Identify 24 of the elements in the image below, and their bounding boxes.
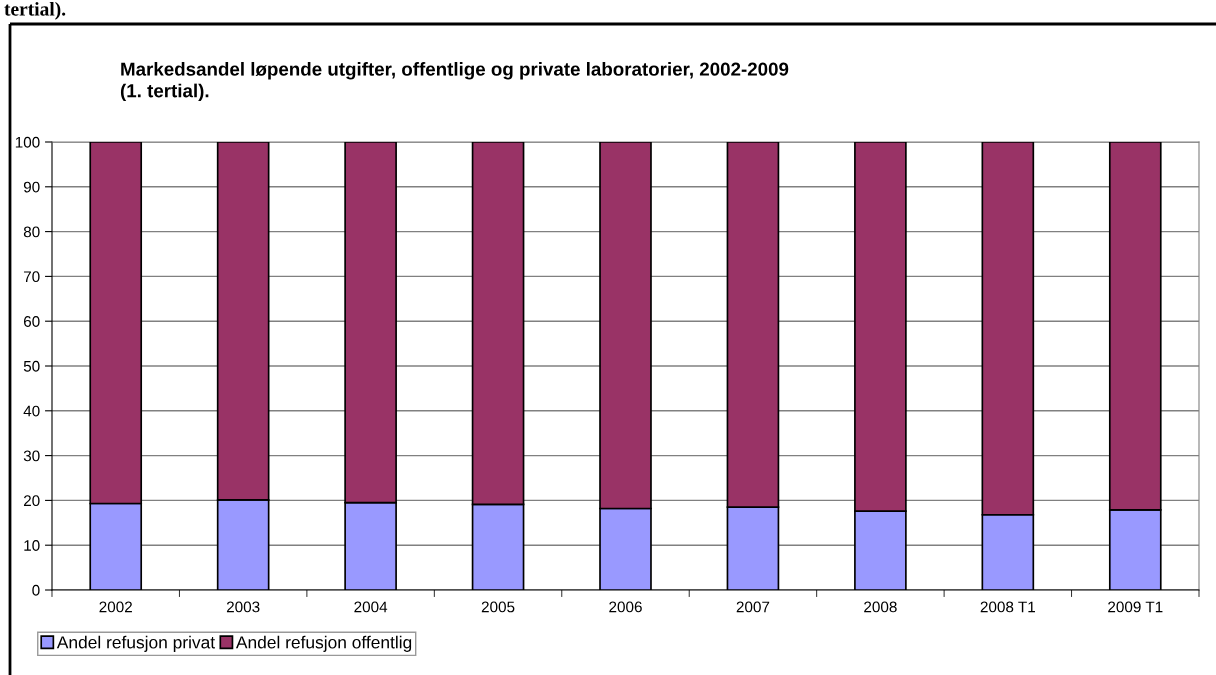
y-tick-label: 20	[23, 495, 40, 507]
y-tick-label: 90	[23, 181, 40, 193]
text: tertial).	[4, 2, 66, 20]
y-tick-label: 80	[23, 226, 40, 238]
x-tick-label: 2004	[354, 601, 388, 613]
y-tick-label: 60	[23, 316, 40, 327]
x-tick-label: 2008	[864, 601, 897, 613]
y-tick-label: 0	[32, 584, 40, 596]
y-tick-label: 50	[23, 360, 40, 372]
y-tick-label: 30	[23, 450, 40, 462]
y-tick-label: 40	[23, 405, 40, 417]
y-tick-label: 100	[15, 136, 40, 148]
x-tick-label: 2005	[481, 601, 515, 613]
x-tick-label: 2009 T1	[1108, 601, 1163, 613]
x-tick-label: 2008 T1	[980, 601, 1035, 613]
x-tick-label: 2006	[609, 601, 642, 613]
chart-title: Markedsandel løpende utgifter, offentlige og private laboratorier, 2002-2009 (1. tertial).	[120, 62, 789, 102]
y-tick-label: 10	[24, 540, 40, 551]
x-tick-label: 2007	[736, 601, 770, 613]
legend-label: Andel refusjon offentlig	[235, 635, 412, 652]
y-tick-label: 70	[23, 271, 40, 283]
x-tick-label: 2003	[226, 601, 260, 613]
x-tick-label: 2002	[99, 601, 132, 613]
legend-label: Andel refusjon privat	[56, 635, 215, 652]
